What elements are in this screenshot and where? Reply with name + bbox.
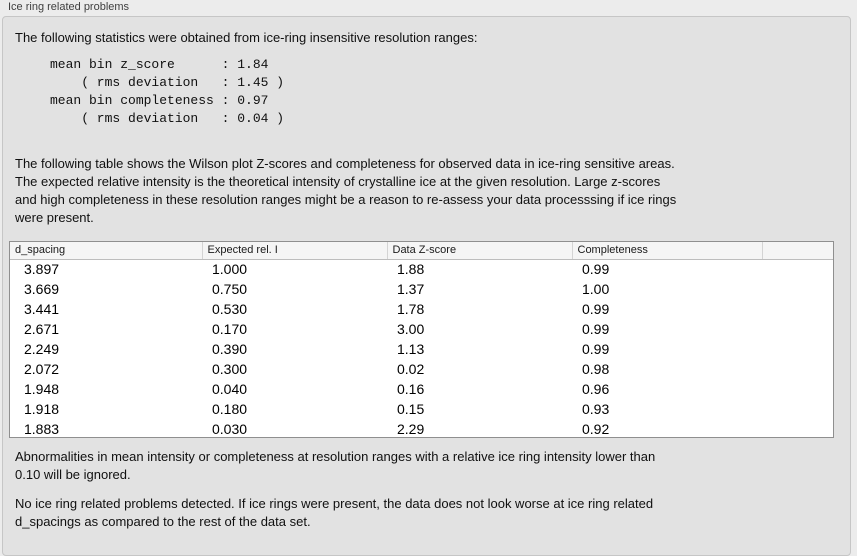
- table-cell: 0.99: [582, 321, 610, 337]
- table-cell: 0.300: [212, 361, 248, 377]
- table-cell: 0.16: [397, 381, 425, 397]
- stats-block: mean bin z_score : 1.84 ( rms deviation …: [50, 56, 838, 128]
- table-cell: 3.669: [24, 281, 60, 297]
- stats-line: mean bin completeness : 0.97: [50, 93, 269, 108]
- abnormalities-paragraph: Abnormalities in mean intensity or compl…: [15, 448, 838, 484]
- table-row[interactable]: 1.918 0.180 0.15 0.93: [10, 399, 833, 419]
- groupbox-title: Ice ring related problems: [8, 1, 130, 13]
- column-header-empty: [761, 242, 833, 260]
- intro-text: The following statistics were obtained f…: [15, 30, 478, 45]
- stats-line: ( rms deviation : 0.04 ): [50, 111, 285, 126]
- table-cell: 1.883: [24, 421, 60, 437]
- table-cell: 3.00: [397, 321, 425, 337]
- table-cell: 2.072: [24, 361, 60, 377]
- table-row[interactable]: 2.671 0.170 3.00 0.99: [10, 319, 833, 339]
- table-cell: 1.918: [24, 401, 60, 417]
- table-cell: 0.92: [582, 421, 610, 437]
- table-cell: 2.29: [397, 421, 425, 437]
- table-cell: 2.249: [24, 341, 60, 357]
- table-cell: 0.15: [397, 401, 425, 417]
- groupbox-content: The following statistics were obtained f…: [3, 17, 850, 531]
- conclusion-paragraph-line: d_spacings as compared to the rest of th…: [15, 514, 311, 529]
- table-cell: 0.99: [582, 261, 610, 278]
- abnormalities-paragraph-line: 0.10 will be ignored.: [15, 467, 131, 482]
- conclusion-paragraph: No ice ring related problems detected. I…: [15, 495, 838, 531]
- table-cell: [762, 419, 833, 437]
- table-row[interactable]: 3.897 1.000 1.88 0.99: [10, 259, 833, 279]
- table-cell: 3.441: [24, 301, 60, 317]
- table-cell: 1.37: [397, 281, 425, 297]
- table-cell: [762, 359, 833, 379]
- table-cell: 0.750: [212, 281, 248, 297]
- table-cell: [762, 319, 833, 339]
- table-cell: [762, 299, 833, 319]
- table-row[interactable]: 1.883 0.030 2.29 0.92: [10, 419, 833, 437]
- table-cell: 2.671: [24, 321, 60, 337]
- table-row[interactable]: 3.441 0.530 1.78 0.99: [10, 299, 833, 319]
- table-cell: [762, 279, 833, 299]
- table-cell: 1.78: [397, 301, 425, 317]
- stats-line: ( rms deviation : 1.45 ): [50, 75, 285, 90]
- table-row[interactable]: 3.669 0.750 1.37 1.00: [10, 279, 833, 299]
- table-cell: 0.030: [212, 421, 248, 437]
- table-cell: 0.99: [582, 301, 610, 317]
- wilson-paragraph-line: and high completeness in these resolutio…: [15, 192, 677, 207]
- table-row[interactable]: 2.072 0.300 0.02 0.98: [10, 359, 833, 379]
- stats-line: mean bin z_score : 1.84: [50, 57, 269, 72]
- table-cell: 1.000: [212, 261, 248, 278]
- table-row[interactable]: 1.948 0.040 0.16 0.96: [10, 379, 833, 399]
- table-cell: 1.00: [582, 281, 610, 297]
- column-header-expected-rel-i[interactable]: Expected rel. I: [201, 242, 387, 260]
- table-cell: 1.13: [397, 341, 425, 357]
- wilson-paragraph-line: The following table shows the Wilson plo…: [15, 156, 675, 171]
- wilson-paragraph: The following table shows the Wilson plo…: [15, 155, 838, 227]
- wilson-paragraph-line: were present.: [15, 210, 94, 225]
- column-header-completeness[interactable]: Completeness: [571, 242, 762, 260]
- table-cell: 0.040: [212, 381, 248, 397]
- table-cell: 0.99: [582, 341, 610, 357]
- table-cell: 0.93: [582, 401, 610, 417]
- table-cell: 0.180: [212, 401, 248, 417]
- column-header-d-spacing[interactable]: d_spacing: [10, 242, 202, 260]
- table-cell: 1.88: [397, 261, 425, 278]
- results-table-body: 3.897 1.000 1.88 0.99 3.669 0.750 1.37 1.00 3.44…: [10, 259, 833, 437]
- intro-paragraph: The following statistics were obtained f…: [15, 29, 838, 47]
- table-header-row: d_spacing Expected rel. I Data Z-score C…: [10, 242, 833, 260]
- conclusion-paragraph-line: No ice ring related problems detected. I…: [15, 496, 654, 511]
- table-cell: 0.390: [212, 341, 248, 357]
- ice-ring-groupbox: The following statistics were obtained f…: [2, 16, 851, 556]
- ice-ring-table[interactable]: d_spacing Expected rel. I Data Z-score C…: [9, 241, 834, 438]
- abnormalities-paragraph-line: Abnormalities in mean intensity or compl…: [15, 449, 656, 464]
- table-cell: [762, 379, 833, 399]
- table-cell: 0.96: [582, 381, 610, 397]
- table-cell: [762, 399, 833, 419]
- table-cell: [762, 259, 833, 279]
- table-cell: 0.530: [212, 301, 248, 317]
- column-header-data-z-score[interactable]: Data Z-score: [386, 242, 572, 260]
- table-cell: 0.170: [212, 321, 248, 337]
- table-cell: 0.02: [397, 361, 425, 377]
- table-cell: 0.98: [582, 361, 610, 377]
- table-cell: 3.897: [24, 261, 60, 278]
- wilson-paragraph-line: The expected relative intensity is the t…: [15, 174, 661, 189]
- table-cell: 1.948: [24, 381, 60, 397]
- table-row[interactable]: 2.249 0.390 1.13 0.99: [10, 339, 833, 359]
- table-cell: [762, 339, 833, 359]
